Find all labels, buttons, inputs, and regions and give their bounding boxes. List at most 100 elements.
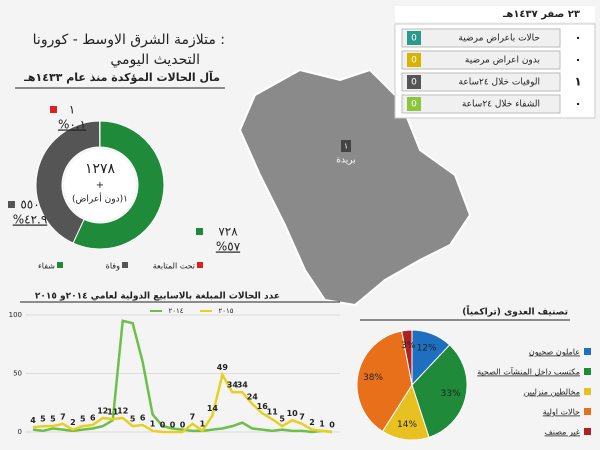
legend-swatch — [57, 262, 63, 268]
data-label: 34 — [237, 381, 249, 390]
data-label: 7 — [299, 412, 305, 421]
value-label: 12% — [417, 344, 437, 354]
data-label: 5 — [279, 415, 285, 424]
chart-title: عدد الحالات المبلغة بالاسابيع الدولية لع… — [35, 292, 280, 302]
status-row — [401, 28, 561, 48]
legend-swatch — [50, 106, 57, 113]
legend-label: تحت المتابعة — [153, 262, 195, 271]
data-label: 10 — [287, 409, 299, 418]
data-label: 7 — [60, 412, 66, 421]
pie-slice — [356, 330, 413, 433]
y-tick-label: 100 — [9, 311, 22, 319]
date: ٢٣ صفر ١٤٣٧هـ — [502, 9, 580, 20]
status-count: ٠ — [574, 31, 581, 45]
line-series — [32, 319, 333, 434]
status-icon-box — [407, 53, 421, 67]
status-icon: 0 — [411, 34, 417, 44]
status-row — [401, 94, 561, 114]
legend-label: وفاة — [106, 262, 120, 271]
legend-label: شفاء — [38, 262, 55, 271]
status-label: الشفاء خلال ٢٤ساعة — [462, 100, 540, 110]
data-label: 5 — [130, 415, 136, 424]
status-label: حالات باعراض مرضية — [458, 34, 540, 44]
data-label: 2 — [309, 418, 315, 427]
legend-swatch — [584, 408, 591, 415]
value-label: 14% — [397, 420, 417, 430]
status-icon-box — [407, 75, 421, 89]
title: التحديث اليومي — [110, 52, 200, 68]
center-plus: + — [96, 180, 104, 191]
data-label: 7 — [190, 412, 196, 421]
data-label: 0 — [160, 421, 166, 430]
status-label: بدون اعراض مرضية — [465, 56, 540, 66]
data-label: 14 — [207, 404, 219, 413]
legend-swatch — [584, 348, 591, 355]
status-row — [401, 50, 561, 70]
chart-title: مآل الحالات المؤكدة منذ عام ١٤٣٣هـ — [23, 70, 220, 84]
y-tick-label: 0 — [18, 428, 22, 436]
legend-label: حالات اولية — [543, 408, 580, 417]
legend-swatch — [197, 262, 203, 268]
pie-slice — [411, 344, 468, 438]
data-label: 11 — [107, 408, 119, 417]
status-icon: 0 — [411, 100, 417, 110]
data-label: 12 — [97, 406, 108, 415]
value-label: 38% — [363, 373, 383, 383]
legend-swatch — [584, 388, 591, 395]
data-label: 24 — [247, 392, 259, 401]
map-marker-box — [341, 140, 351, 152]
data-label: 5 — [50, 415, 56, 424]
value-label: ٧٢٨ — [218, 225, 238, 239]
status-icon-box — [407, 31, 421, 45]
data-label: 12 — [117, 406, 128, 415]
line-series — [32, 371, 333, 434]
status-count: ٠ — [574, 53, 581, 67]
legend-swatch — [122, 262, 128, 268]
data-label: 1 — [150, 419, 156, 428]
data-label: 4 — [30, 416, 36, 425]
donut-center — [64, 149, 136, 221]
status-icon: 0 — [411, 78, 417, 88]
data-label: 0 — [180, 421, 186, 430]
donut-slice — [72, 120, 165, 250]
legend-label: عاملون صحيون — [529, 348, 580, 357]
status-label: الوفيات خلال ٢٤ساعة — [459, 78, 540, 88]
data-label: 6 — [140, 413, 146, 422]
data-label: 5 — [40, 415, 46, 424]
map-shape — [238, 68, 472, 307]
status-icon-box — [407, 97, 421, 111]
value-label: ٥٥٠ — [20, 198, 39, 212]
legend-swatch — [584, 368, 591, 375]
data-label: 16 — [257, 402, 269, 411]
legend-swatch — [8, 201, 15, 208]
data-label: 1 — [200, 419, 206, 428]
status-count: ٠ — [574, 97, 581, 111]
legend-label: مخالطين منزليين — [524, 388, 580, 397]
legend-label: مكتسب داخل المنشآت الصحية — [477, 367, 580, 377]
data-label: 11 — [267, 408, 279, 417]
percent-label: %٥٧ — [216, 240, 241, 254]
data-label: 0 — [170, 421, 176, 430]
percent-label: %٠.١ — [58, 118, 86, 132]
data-label: 2 — [70, 418, 76, 427]
status-count: ١ — [574, 75, 581, 89]
chart-title: تصنيف العدوى (تراكمياً) — [462, 305, 568, 318]
center-total: ١٢٧٨ — [85, 161, 116, 177]
data-label: 49 — [217, 363, 229, 372]
status-row — [401, 72, 561, 92]
center-note: ١(دون أعراض) — [72, 193, 128, 205]
legend-label: ٢٠١٥ — [218, 307, 233, 315]
data-label: 0 — [329, 421, 335, 430]
data-label: 34 — [227, 381, 239, 390]
value-label: ١ — [69, 103, 75, 117]
status-icon: 0 — [411, 56, 417, 66]
legend-label: ٢٠١٤ — [168, 307, 183, 315]
legend-swatch — [196, 228, 203, 235]
legend-label: غير مصنف — [545, 428, 580, 437]
data-label: 6 — [90, 413, 96, 422]
donut-slice — [35, 120, 101, 244]
date-bar — [395, 6, 595, 22]
map-marker: ١ — [344, 142, 348, 151]
y-tick-label: 50 — [13, 370, 22, 378]
legend-swatch — [584, 428, 591, 435]
